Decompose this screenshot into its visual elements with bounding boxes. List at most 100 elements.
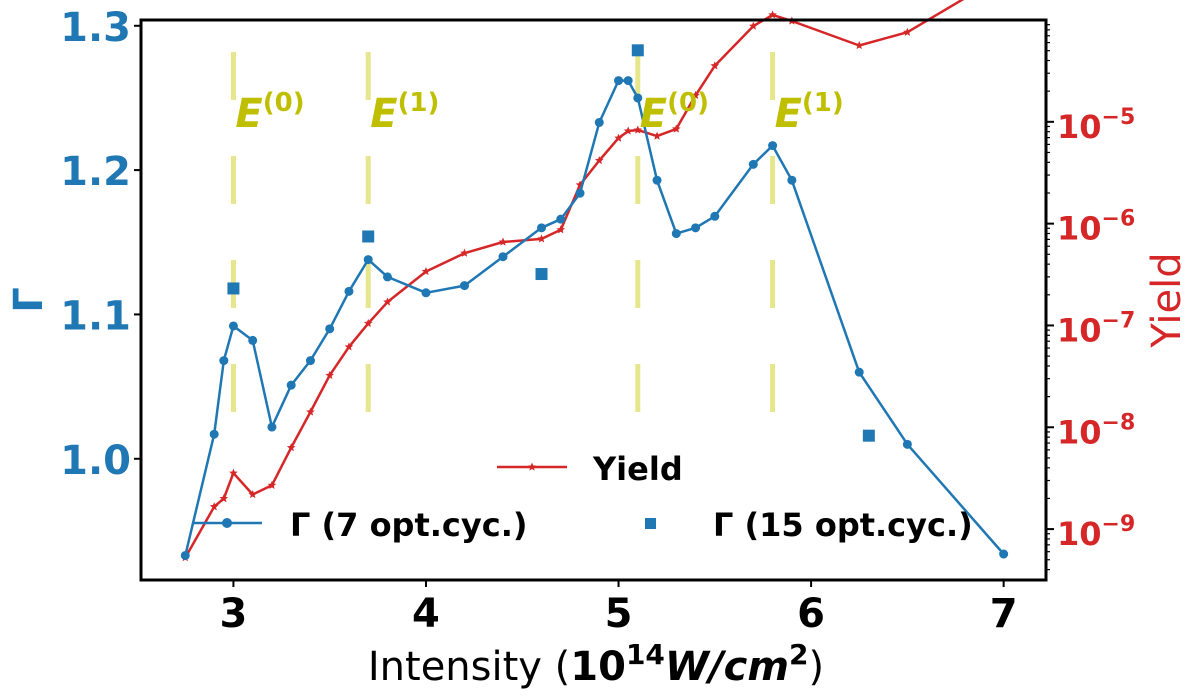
yield-point [672,124,681,133]
legend-label-gamma-15: Γ (15 opt.cyc.) [713,506,973,544]
yield-point [325,370,334,379]
gamma-7-point [614,76,624,86]
gamma-7-point [498,252,508,262]
energy-label-1: E(1) [370,88,439,137]
right-tick-label: 10−5 [1057,105,1135,146]
gamma-7-point [325,324,335,334]
gamma-7-point [671,229,681,239]
yield-point [306,407,315,416]
yield-point [421,266,431,276]
y-axis-label-left: Γ [6,287,52,313]
gamma-7-point [363,255,373,265]
yield-point [363,318,373,328]
gamma-7-point [575,188,585,198]
gamma-7-point [209,429,219,439]
series-layer [180,0,1009,562]
x-tick-label: 7 [990,591,1018,637]
gamma-7-point [228,321,238,331]
gamma-7-point [710,211,720,221]
legend-entry-gamma-15: Γ (15 opt.cyc.) [645,506,973,544]
gamma-15-point [535,268,548,281]
gamma-7-point [787,175,797,185]
yield-point [209,502,219,511]
gamma-7-point [999,549,1009,559]
legend-gamma-7-marker [222,518,232,528]
right-tick-labels: 10−9 10−8 10−7 10−6 10−5 [1057,105,1135,553]
gamma-7-point [594,117,604,127]
yield-point [691,90,700,99]
gamma-7-point [248,335,258,345]
left-tick-label: 1.1 [60,293,131,339]
gamma-15-point [362,230,375,243]
x-tick-label: 6 [797,591,825,637]
x-tick-labels: 3 4 5 6 7 [220,591,1018,637]
legend-entry-gamma-7: Γ (7 opt.cyc.) [192,506,527,544]
gamma-15-point [227,282,240,295]
gamma-7-point [854,367,864,377]
gamma-7-point [633,93,643,103]
yield-point [623,126,633,135]
yield-point [286,443,296,452]
gamma-7-point [652,175,662,185]
yield-point [749,21,758,30]
yield-point [652,131,662,140]
yield-point [344,342,354,351]
y-axis-label-right: Yield [1144,252,1190,348]
gamma-7-point [902,439,912,449]
gamma-7-point [768,141,778,151]
yield-point [460,248,469,257]
yield-point [498,237,508,246]
legend-entry-yield: Yield [497,450,683,488]
left-tick-labels: 1.0 1.1 1.2 1.3 [60,5,131,484]
tick-marks [134,24,1054,587]
yield-point [556,225,566,234]
yield-point [633,125,643,134]
gamma-15-point [862,429,875,442]
yield-point [267,480,277,489]
yield-point [710,61,720,70]
x-tick-label: 5 [605,591,633,637]
left-tick-label: 1.2 [60,149,131,195]
legend-gamma-15-marker [645,518,656,529]
gamma-7-line [184,79,1005,556]
yield-point [595,156,604,165]
x-tick-label: 3 [220,591,248,637]
gamma-15-point [631,44,644,57]
x-axis-label: Intensity (1014W/cm2) [368,638,824,690]
energy-vlines [230,52,776,434]
energy-label-3: E(1) [775,88,844,137]
gamma-7-point [180,550,190,560]
gamma-7-point [691,223,701,233]
energy-label-0: E(0) [235,88,304,137]
left-tick-label: 1.0 [60,438,131,484]
yield-point [768,10,777,19]
gamma-7-point [748,159,758,169]
yield-point [537,234,546,243]
energy-labels: E(0) E(1) E(0) E(1) [235,88,843,137]
right-tick-label: 10−7 [1057,308,1135,349]
yield-point [219,494,229,503]
yield-point [248,489,257,499]
gamma-7-point [267,422,277,432]
left-tick-label: 1.3 [60,5,131,51]
gamma-7-point [459,281,469,291]
gamma-7-point [421,288,431,298]
gamma-7-point [219,356,229,366]
legend-label-gamma-7: Γ (7 opt.cyc.) [290,506,527,544]
plot-frame [139,18,1048,582]
yield-point [383,297,392,306]
gamma-7-point [382,272,392,282]
gamma-7-point [286,380,296,390]
gamma-7-point [556,214,566,224]
right-tick-label: 10−9 [1057,512,1135,553]
right-tick-label: 10−6 [1057,207,1135,248]
yield-line [184,0,965,559]
gamma-7-point [344,286,354,296]
yield-point [854,40,864,50]
x-tick-label: 4 [412,591,440,637]
legend: Yield Γ (7 opt.cyc.) Γ (15 opt.cyc.) [192,450,973,544]
energy-label-2: E(0) [640,88,709,137]
yield-point [229,468,238,477]
gamma-7-point [537,223,547,233]
